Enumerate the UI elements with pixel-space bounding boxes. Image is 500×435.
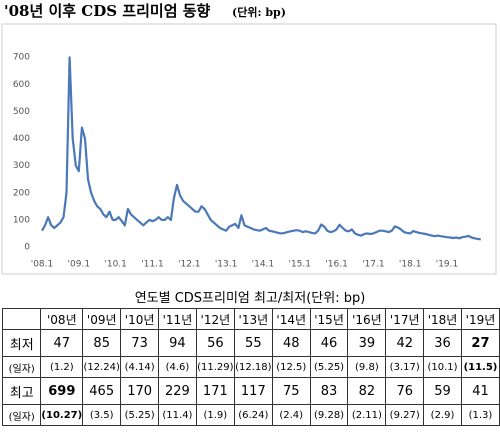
row-label: (일자) — [1, 404, 42, 426]
table-cell: 27 — [460, 329, 500, 357]
x-tick-label: '12.1 — [178, 260, 201, 270]
header-cell: '14년 — [271, 308, 311, 330]
y-tick-label: 600 — [13, 80, 30, 90]
line — [41, 56, 481, 241]
row-label: 최저 — [1, 329, 42, 357]
table-cell: (3.5) — [82, 404, 122, 426]
y-tick-label: 400 — [13, 134, 30, 144]
table-cell: 85 — [82, 329, 122, 357]
table-cell: 83 — [309, 377, 349, 405]
table-cell: (11.4) — [158, 404, 197, 426]
header-cell: '18년 — [423, 308, 462, 330]
table-cell: (9.8) — [347, 356, 387, 378]
table-cell: 36 — [423, 329, 462, 357]
table-cell: 75 — [271, 377, 311, 405]
chart: '08년 이후 CDS 프리미엄 동향 (단위: bp) 0 100 200 300 4… — [1, 2, 497, 275]
table-row: 최고 699 465 170 229 171 117 75 83 82 76 59 41 — [1, 377, 500, 405]
table-cell: 48 — [271, 329, 311, 357]
header-row: '08년 '09년 '10년 '11년 '12년 '13년 '14년 '15년 '16년 '17년… — [1, 308, 500, 330]
table-cell: 82 — [347, 377, 387, 405]
x-tick-label: '15.1 — [288, 260, 311, 270]
table-cell: (2.9) — [423, 404, 462, 426]
table-cell: (1.2) — [40, 356, 84, 378]
table-cell: (9.28) — [309, 404, 349, 426]
table-cell: 171 — [195, 377, 235, 405]
table: '08년 '09년 '10년 '11년 '12년 '13년 '14년 '15년 '16년 '17년… — [1, 308, 500, 426]
table-cell: 41 — [460, 377, 500, 405]
table-row: 최저 47 85 73 94 56 55 48 46 39 42 36 27 — [1, 329, 500, 357]
table-cell: 76 — [385, 377, 425, 405]
header-cell: '16년 — [347, 308, 387, 330]
header-cell: '10년 — [120, 308, 160, 330]
x-tick-label: '14.1 — [252, 260, 275, 270]
table-cell: 56 — [195, 329, 235, 357]
row-label: (일자) — [1, 356, 42, 378]
x-tick-label: '13.1 — [215, 260, 238, 270]
header-cell: '11년 — [158, 308, 197, 330]
x-tick-label: '11.1 — [141, 260, 164, 270]
header-cell: '12년 — [195, 308, 235, 330]
y-tick-label: 100 — [13, 215, 30, 225]
table-cell: 42 — [385, 329, 425, 357]
table-cell: (11.29) — [195, 356, 235, 378]
table-cell: (5.25) — [309, 356, 349, 378]
table-cell: (12.24) — [82, 356, 122, 378]
table-cell: 55 — [233, 329, 273, 357]
table-cell: (10.27) — [40, 404, 84, 426]
row-label: 최고 — [1, 377, 42, 405]
table-cell: 229 — [158, 377, 197, 405]
chart-unit: (단위: bp) — [232, 5, 286, 19]
table-cell: (9.27) — [385, 404, 425, 426]
table-cell: 170 — [120, 377, 160, 405]
header-cell: '09년 — [82, 308, 122, 330]
corner-cell — [1, 308, 42, 330]
x-tick-label: '09.1 — [68, 260, 91, 270]
chart-frame — [1, 23, 497, 275]
header-cell: '08년 — [40, 308, 84, 330]
table-cell: 59 — [423, 377, 462, 405]
table-cell: (6.24) — [233, 404, 273, 426]
table-cell: 117 — [233, 377, 273, 405]
x-tick-label: '18.1 — [399, 260, 422, 270]
table-cell: (11.5) — [460, 356, 500, 378]
x-tick-label: '10.1 — [104, 260, 127, 270]
table-cell: 699 — [40, 377, 84, 405]
table-cell: (2.11) — [347, 404, 387, 426]
table-cell: (1.3) — [460, 404, 500, 426]
x-tick-label: '19.1 — [436, 260, 459, 270]
table-cell: 47 — [40, 329, 84, 357]
y-tick-label: 300 — [13, 161, 30, 171]
table-row: (일자) (10.27) (3.5) (5.25) (11.4) (1.9) (6.24)(… — [1, 404, 500, 426]
table-cell: (1.9) — [195, 404, 235, 426]
table-cell: 465 — [82, 377, 122, 405]
table-cell: (12.18) — [233, 356, 273, 378]
header-cell: '13년 — [233, 308, 273, 330]
table-title: 연도별 CDS프리미엄 최고/최저(단위: bp) — [134, 291, 366, 306]
header-cell: '15년 — [309, 308, 349, 330]
y-tick-label: 500 — [13, 107, 30, 117]
table-cell: 94 — [158, 329, 197, 357]
x-tick-label: '17.1 — [362, 260, 385, 270]
table-cell: 46 — [309, 329, 349, 357]
chart-title: '08년 이후 CDS 프리미엄 동향 — [4, 2, 211, 20]
x-tick-label: '16.1 — [325, 260, 348, 270]
table-cell: (4.6) — [158, 356, 197, 378]
table-cell: (2.4) — [271, 404, 311, 426]
table-cell: (10.1) — [423, 356, 462, 378]
header-cell: '19년 — [460, 308, 500, 330]
table-row: (일자) (1.2) (12.24) (4.14) (4.6) (11.29) (12.18… — [1, 356, 500, 378]
y-tick-label: 700 — [13, 53, 30, 63]
table-cell: (4.14) — [120, 356, 160, 378]
table-cell: (3.17) — [385, 356, 425, 378]
table-cell: (12.5) — [271, 356, 311, 378]
table-cell: 73 — [120, 329, 160, 357]
table-cell: 39 — [347, 329, 387, 357]
x-tick-label: '08.1 — [31, 260, 54, 270]
y-tick-label: 0 — [24, 243, 30, 253]
y-tick-label: 200 — [13, 188, 30, 198]
table-cell: (5.25) — [120, 404, 160, 426]
header-cell: '17년 — [385, 308, 425, 330]
